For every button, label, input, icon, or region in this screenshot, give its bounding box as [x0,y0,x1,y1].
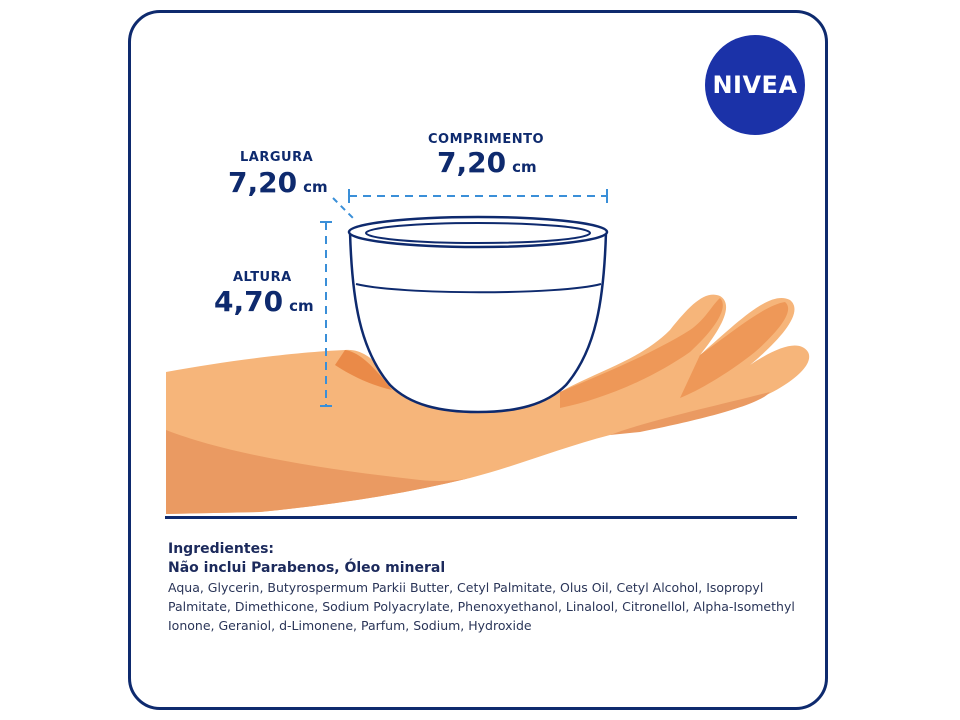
width-unit: cm [303,178,328,196]
length-number: 7,20 [437,146,507,179]
length-value: 7,20 cm [437,146,537,179]
nivea-logo: NIVEA [705,35,805,135]
section-divider [165,516,797,519]
ingredients-list: Aqua, Glycerin, Butyrospermum Parkii But… [168,580,795,633]
ingredients-title: Ingredientes: [168,541,274,557]
dimension-guides [320,189,608,407]
width-label: LARGURA [240,150,314,165]
height-value: 4,70 cm [214,285,314,318]
height-number: 4,70 [214,285,284,318]
width-number: 7,20 [228,166,298,199]
hand-illustration [166,294,810,514]
ingredients-section: Ingredientes: Não inclui Parabenos, Óleo… [168,540,808,635]
height-unit: cm [289,297,314,315]
height-label: ALTURA [233,270,292,285]
ingredients-subtitle: Não inclui Parabenos, Óleo mineral [168,560,446,576]
length-unit: cm [512,158,537,176]
length-label: COMPRIMENTO [428,132,545,147]
cream-jar-illustration [347,215,609,414]
width-value: 7,20 cm [228,166,328,199]
